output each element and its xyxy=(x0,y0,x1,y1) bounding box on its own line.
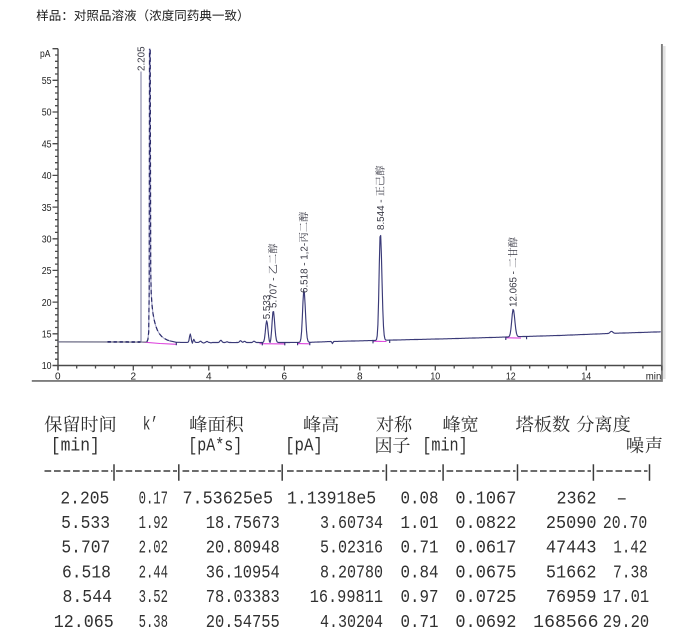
svg-text:168566: 168566 xyxy=(533,613,598,633)
svg-text:6.518 - 1,2-: 6.518 - 1,2- xyxy=(299,243,310,293)
svg-text:pA: pA xyxy=(40,49,51,60)
svg-text:16.99811: 16.99811 xyxy=(310,588,383,608)
svg-text:0.17: 0.17 xyxy=(139,489,168,509)
svg-text:45: 45 xyxy=(42,139,52,150)
svg-text:47443: 47443 xyxy=(546,539,597,559)
svg-text:–: – xyxy=(616,489,627,509)
svg-text:35: 35 xyxy=(42,203,52,214)
svg-text:0.0725: 0.0725 xyxy=(455,588,516,608)
svg-text:0.1067: 0.1067 xyxy=(455,489,516,509)
svg-text:76959: 76959 xyxy=(546,588,597,608)
svg-text:2.02: 2.02 xyxy=(139,539,168,559)
svg-text:7.53625e5: 7.53625e5 xyxy=(183,489,274,509)
svg-text:5.533: 5.533 xyxy=(61,514,110,534)
svg-text:4: 4 xyxy=(206,371,212,382)
svg-text:12.065: 12.065 xyxy=(54,613,114,633)
svg-text:0.0617: 0.0617 xyxy=(455,539,516,559)
svg-text:30: 30 xyxy=(42,235,52,246)
svg-text:1.42: 1.42 xyxy=(613,539,647,559)
svg-text:0.0692: 0.0692 xyxy=(455,613,516,633)
svg-text:[pA*s]: [pA*s] xyxy=(188,437,242,457)
svg-text:2362: 2362 xyxy=(557,489,597,509)
svg-text:8.544: 8.544 xyxy=(63,588,113,608)
svg-text:5.02316: 5.02316 xyxy=(320,539,383,559)
svg-text:25090: 25090 xyxy=(546,514,597,534)
svg-text:10: 10 xyxy=(430,371,440,382)
svg-text:17.01: 17.01 xyxy=(603,588,649,608)
svg-text:29.20: 29.20 xyxy=(603,613,649,633)
svg-text:0.71: 0.71 xyxy=(401,539,439,559)
svg-text:20.70: 20.70 xyxy=(603,514,647,534)
svg-text:1.92: 1.92 xyxy=(139,514,168,534)
svg-text:8.20780: 8.20780 xyxy=(320,563,383,583)
svg-text:14: 14 xyxy=(581,371,591,382)
svg-text:0.0675: 0.0675 xyxy=(455,563,516,583)
svg-text:[min]: [min] xyxy=(51,437,100,457)
svg-text:20.54755: 20.54755 xyxy=(206,613,280,633)
svg-text:5.707 -: 5.707 - xyxy=(269,277,280,308)
svg-text:0: 0 xyxy=(55,371,61,382)
svg-text:min: min xyxy=(646,371,662,382)
svg-text:20: 20 xyxy=(42,298,52,309)
svg-text:12: 12 xyxy=(506,371,516,382)
svg-text:2.205: 2.205 xyxy=(60,489,109,509)
svg-text:0.71: 0.71 xyxy=(401,613,439,633)
svg-text:4.30204: 4.30204 xyxy=(320,613,383,633)
svg-text:8.544 -: 8.544 - xyxy=(376,199,387,230)
svg-text:1.13918e5: 1.13918e5 xyxy=(287,489,376,509)
svg-text:51662: 51662 xyxy=(546,563,597,583)
svg-text:40: 40 xyxy=(42,171,52,182)
svg-text:2.205: 2.205 xyxy=(136,46,147,71)
svg-text:5.38: 5.38 xyxy=(139,613,168,633)
svg-text:15: 15 xyxy=(42,330,52,341)
svg-text:0.08: 0.08 xyxy=(401,489,439,509)
svg-text:50: 50 xyxy=(42,108,52,119)
svg-text:6: 6 xyxy=(282,371,288,382)
svg-text:78.03383: 78.03383 xyxy=(206,588,280,608)
svg-text:25: 25 xyxy=(42,266,52,277)
svg-text:3.52: 3.52 xyxy=(139,588,168,608)
svg-text:20.80948: 20.80948 xyxy=(206,539,280,559)
svg-text:55: 55 xyxy=(42,76,52,87)
svg-text:2.44: 2.44 xyxy=(139,563,168,583)
svg-text:[pA]: [pA] xyxy=(285,437,323,457)
svg-text:6.518: 6.518 xyxy=(62,563,111,583)
svg-text:0.97: 0.97 xyxy=(401,588,439,608)
svg-text:10: 10 xyxy=(42,361,52,372)
svg-text:[min]: [min] xyxy=(422,437,467,457)
svg-text:18.75673: 18.75673 xyxy=(206,514,280,534)
svg-text:2: 2 xyxy=(131,371,137,382)
svg-text:8: 8 xyxy=(357,371,363,382)
svg-text:5.707: 5.707 xyxy=(61,539,110,559)
svg-text:7.38: 7.38 xyxy=(613,563,648,583)
svg-text:1.01: 1.01 xyxy=(401,514,439,534)
svg-text:3.60734: 3.60734 xyxy=(320,514,383,534)
svg-text:0.84: 0.84 xyxy=(401,563,439,583)
svg-text:36.10954: 36.10954 xyxy=(206,563,280,583)
svg-text:0.0822: 0.0822 xyxy=(455,514,516,534)
svg-text:k’: k’ xyxy=(143,416,158,436)
svg-text:12.065 -: 12.065 - xyxy=(509,271,520,307)
